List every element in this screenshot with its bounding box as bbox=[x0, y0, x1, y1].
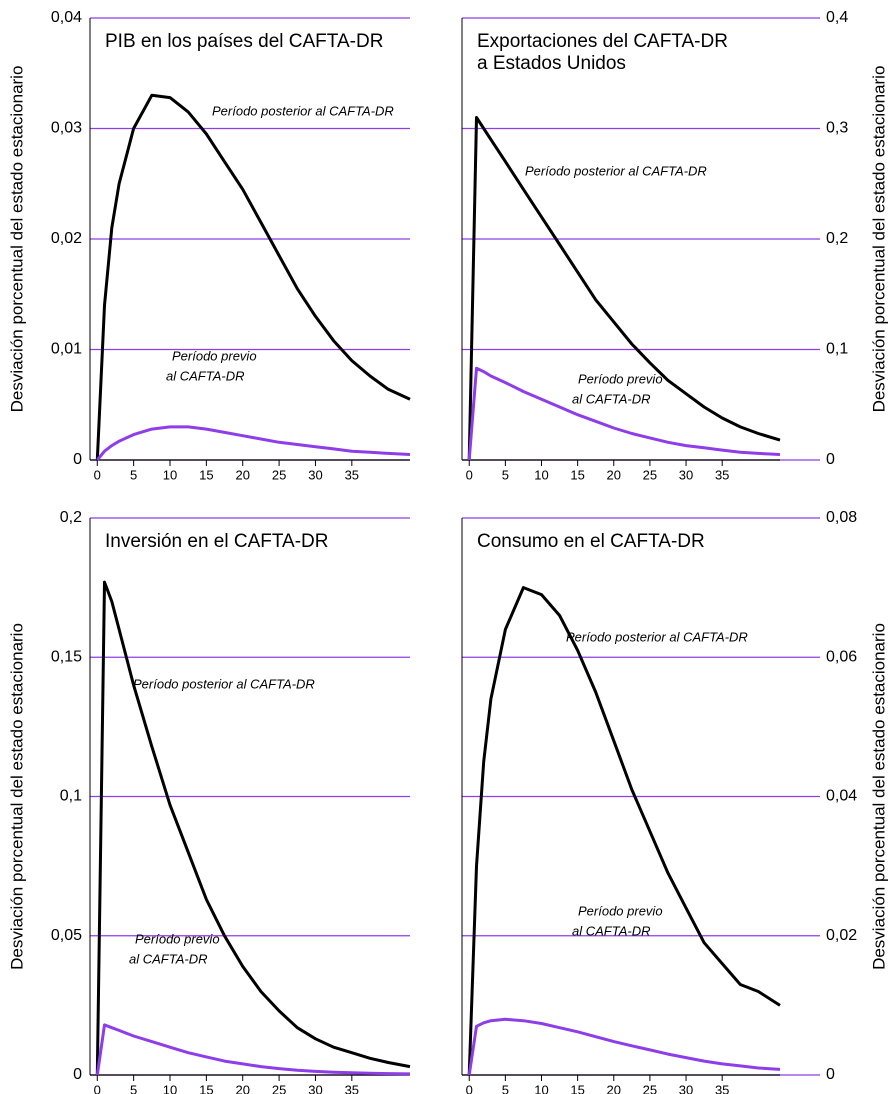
x-tick-label: 5 bbox=[502, 1082, 509, 1094]
y-tick-label: 0,01 bbox=[51, 341, 82, 358]
annotation: Período previo bbox=[172, 348, 257, 363]
x-tick-label: 35 bbox=[345, 467, 359, 482]
y-tick-label: 0,15 bbox=[51, 648, 82, 665]
series-line bbox=[95, 580, 411, 1076]
x-tick-label: 25 bbox=[643, 1082, 657, 1094]
series-line bbox=[95, 93, 411, 461]
x-tick-label: 30 bbox=[308, 467, 322, 482]
x-tick-label: 10 bbox=[163, 467, 177, 482]
x-tick-label: 20 bbox=[235, 467, 249, 482]
y-tick-label: 0 bbox=[73, 1066, 82, 1083]
series-line bbox=[467, 116, 781, 461]
x-tick-label: 15 bbox=[199, 1082, 213, 1094]
x-tick-label: 35 bbox=[715, 1082, 729, 1094]
y-tick-label: 0,02 bbox=[826, 927, 857, 944]
y-axis-label: Desviación porcentual del estado estacio… bbox=[869, 623, 888, 970]
y-axis-label: Desviación porcentual del estado estacio… bbox=[7, 623, 26, 970]
annotation: al CAFTA-DR bbox=[166, 368, 244, 383]
x-tick-label: 25 bbox=[643, 467, 657, 482]
x-tick-label: 20 bbox=[607, 467, 621, 482]
series-line bbox=[467, 586, 781, 1076]
y-tick-label: 0,06 bbox=[826, 648, 857, 665]
x-tick-label: 10 bbox=[163, 1082, 177, 1094]
annotation: Período posterior al CAFTA-DR bbox=[212, 103, 394, 118]
y-tick-label: 0,05 bbox=[51, 927, 82, 944]
annotation: Período posterior al CAFTA-DR bbox=[566, 629, 748, 644]
x-tick-label: 35 bbox=[715, 467, 729, 482]
y-tick-label: 0,2 bbox=[60, 509, 82, 526]
x-tick-label: 5 bbox=[130, 1082, 137, 1094]
y-tick-label: 0,03 bbox=[51, 120, 82, 137]
x-tick-label: 35 bbox=[345, 1082, 359, 1094]
x-tick-label: 0 bbox=[94, 1082, 101, 1094]
x-tick-label: 0 bbox=[466, 467, 473, 482]
x-tick-label: 20 bbox=[607, 1082, 621, 1094]
series-line bbox=[96, 425, 411, 461]
y-tick-label: 0,1 bbox=[826, 341, 848, 358]
y-tick-label: 0 bbox=[826, 1066, 835, 1083]
y-tick-label: 0,08 bbox=[826, 509, 857, 526]
y-tick-label: 0,1 bbox=[60, 788, 82, 805]
series-line bbox=[95, 1023, 411, 1076]
x-tick-label: 5 bbox=[502, 467, 509, 482]
x-tick-label: 10 bbox=[534, 467, 548, 482]
x-tick-label: 5 bbox=[130, 467, 137, 482]
y-tick-label: 0 bbox=[73, 451, 82, 468]
x-tick-label: 20 bbox=[235, 1082, 249, 1094]
panel-title: Inversión en el CAFTA-DR bbox=[105, 531, 329, 552]
x-tick-label: 30 bbox=[679, 467, 693, 482]
annotation: Período posterior al CAFTA-DR bbox=[525, 163, 707, 178]
y-tick-label: 0,02 bbox=[51, 230, 82, 247]
series-line bbox=[467, 366, 781, 461]
x-tick-label: 15 bbox=[570, 1082, 584, 1094]
annotation: Período previo bbox=[578, 903, 663, 918]
x-tick-label: 30 bbox=[308, 1082, 322, 1094]
panel-title: Consumo en el CAFTA-DR bbox=[477, 531, 705, 552]
x-tick-label: 15 bbox=[570, 467, 584, 482]
x-tick-label: 25 bbox=[272, 467, 286, 482]
y-axis-label: Desviación porcentual del estado estacio… bbox=[7, 66, 26, 413]
annotation: Período previo bbox=[135, 931, 220, 946]
x-tick-label: 25 bbox=[272, 1082, 286, 1094]
x-tick-label: 0 bbox=[466, 1082, 473, 1094]
annotation: Período previo bbox=[578, 371, 663, 386]
x-tick-label: 15 bbox=[199, 467, 213, 482]
x-tick-label: 10 bbox=[534, 1082, 548, 1094]
y-tick-label: 0,2 bbox=[826, 230, 848, 247]
series-line bbox=[467, 1017, 781, 1076]
y-axis-label: Desviación porcentual del estado estacio… bbox=[869, 66, 888, 413]
panel-title: a Estados Unidos bbox=[477, 53, 626, 74]
panel-title: Exportaciones del CAFTA-DR bbox=[477, 31, 728, 52]
annotation: al CAFTA-DR bbox=[129, 951, 207, 966]
y-tick-label: 0,4 bbox=[826, 9, 848, 26]
x-tick-label: 30 bbox=[679, 1082, 693, 1094]
x-tick-label: 0 bbox=[94, 467, 101, 482]
y-tick-label: 0,3 bbox=[826, 120, 848, 137]
y-tick-label: 0 bbox=[826, 451, 835, 468]
annotation: al CAFTA-DR bbox=[572, 923, 650, 938]
y-tick-label: 0,04 bbox=[826, 788, 857, 805]
y-tick-label: 0,04 bbox=[51, 9, 82, 26]
annotation: Período posterior al CAFTA-DR bbox=[133, 676, 315, 691]
panel-title: PIB en los países del CAFTA-DR bbox=[105, 31, 383, 52]
annotation: al CAFTA-DR bbox=[572, 391, 650, 406]
